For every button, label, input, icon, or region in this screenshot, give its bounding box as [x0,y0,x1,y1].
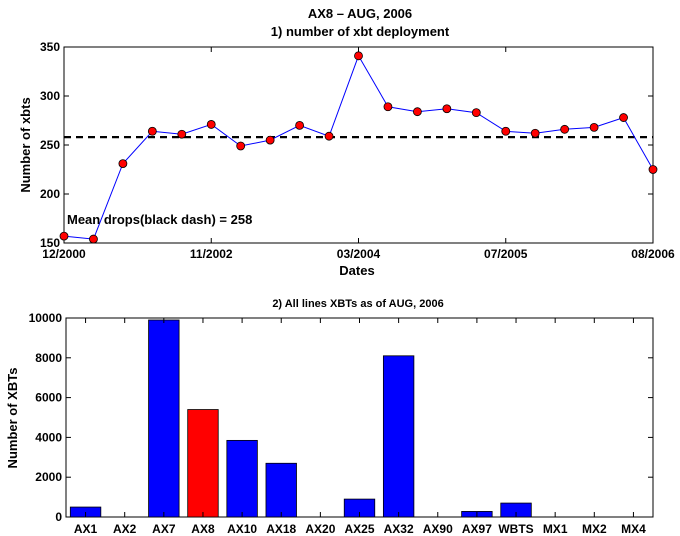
category-label: AX10 [227,522,257,536]
data-point [236,141,246,151]
data-point [265,135,275,145]
data-point [619,113,628,122]
category-label: MX4 [621,522,646,536]
category-label: AX32 [384,522,414,536]
category-label: AX7 [152,522,176,536]
mean-annotation: Mean drops(black dash) = 258 [67,212,252,227]
line-chart-x-axis: 12/2000 11/2002 03/2004 07/2005 08/2006 [42,47,675,261]
category-label: WBTS [498,522,533,536]
y-tick-label: 300 [40,89,60,103]
category-label: AX97 [462,522,492,536]
bar-chart-y-label: Number of XBTs [5,368,20,469]
bar-ax32 [382,355,415,518]
y-tick-label: 350 [40,40,60,54]
category-label: AX1 [74,522,98,536]
x-tick-label: 07/2005 [484,247,528,261]
x-tick-label: 08/2006 [631,247,675,261]
bar-ax10 [226,439,258,518]
bar-chart-title: 2) All lines XBTs as of AUG, 2006 [272,298,443,310]
y-tick-label: 250 [40,138,60,152]
bar-chart: 2) All lines XBTs as of AUG, 2006 0 2000 4… [5,298,654,536]
x-tick-label: 12/2000 [42,247,86,261]
category-label: AX18 [266,522,296,536]
data-point [324,131,334,141]
data-point [589,122,599,132]
data-point [442,104,452,114]
data-point [530,128,540,138]
bar-chart-x-axis: AX1 AX2 AX7 AX8 AX10 AX18 AX20 AX25 AX32 AX90 AX97… [74,318,646,536]
line-chart-title: 1) number of xbt deployment [271,24,450,39]
bar-chart-y-axis: 0 2000 4000 6000 8000 10000 [29,311,653,524]
data-point [412,107,422,117]
line-chart-y-axis: 150 200 250 300 350 [40,40,653,250]
y-tick-label: 4000 [35,430,62,444]
category-label: AX20 [305,522,335,536]
data-point [354,51,363,61]
line-chart-y-label: Number of xbts [18,97,33,192]
y-tick-label: 8000 [35,351,62,365]
bar-ax8 [187,409,219,518]
data-point [118,159,128,169]
bar-ax18 [265,462,297,518]
data-point [59,231,69,241]
category-label: AX8 [191,522,215,536]
category-label: MX2 [582,522,607,536]
y-tick-label: 150 [40,236,60,250]
line-chart-plot-area [63,46,654,244]
data-point [471,108,481,118]
data-point [147,126,157,136]
y-tick-label: 0 [55,510,62,524]
x-tick-label: 11/2002 [190,247,233,261]
line-chart: 1) number of xbt deployment 150 200 250 300… [18,24,675,278]
data-point [206,120,216,129]
category-label: AX25 [344,522,374,536]
x-tick-label: 03/2004 [337,247,381,261]
line-chart-x-label: Dates [339,263,374,278]
category-label: AX2 [113,522,137,536]
data-point [177,129,187,139]
y-tick-label: 200 [40,187,60,201]
data-point [560,124,570,134]
category-label: MX1 [543,522,568,536]
y-tick-label: 2000 [35,470,62,484]
figure-title: AX8 – AUG, 2006 [308,6,412,21]
y-tick-label: 10000 [29,311,63,325]
data-point [648,165,658,174]
data-point [295,121,305,130]
data-point [501,126,511,136]
bar-ax7 [148,319,180,518]
series-points [59,51,658,244]
data-point [89,234,98,244]
y-tick-label: 6000 [35,391,62,405]
data-point [383,102,393,112]
category-label: AX90 [423,522,453,536]
